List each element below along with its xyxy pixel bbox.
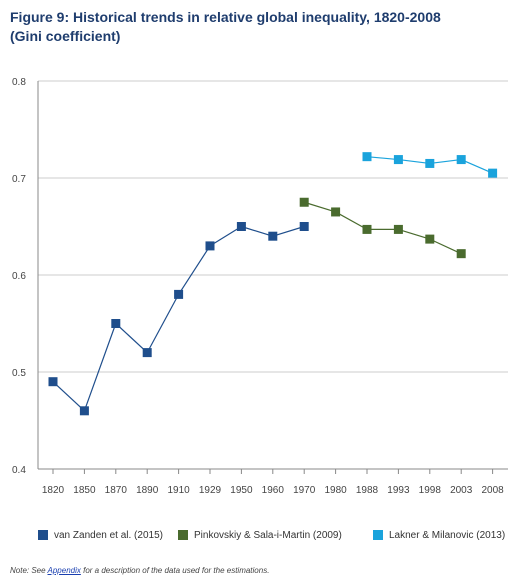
y-tick-label: 0.4 — [12, 465, 26, 476]
legend-item-pinkovskiy: Pinkovskiy & Sala-i-Martin (2009) — [178, 527, 342, 543]
data-point-marker — [174, 289, 184, 299]
y-tick-label: 0.8 — [12, 77, 26, 88]
y-tick-label: 0.7 — [12, 174, 26, 185]
legend-swatch-van-zanden — [38, 530, 48, 540]
x-tick-label: 1929 — [199, 485, 222, 496]
series-line-segment — [209, 225, 242, 247]
data-point-marker — [299, 222, 309, 231]
series-line-segment — [366, 156, 399, 161]
legend-label-van-zanden: van Zanden et al. (2015) — [54, 529, 163, 541]
legend-swatch-lakner — [373, 530, 383, 540]
legend-swatch-pinkovskiy — [178, 530, 188, 540]
x-tick-label: 1850 — [73, 485, 96, 496]
legend-label-lakner: Lakner & Milanovic (2013) — [389, 529, 506, 541]
legend-label-pinkovskiy: Pinkovskiy & Sala-i-Martin (2009) — [194, 529, 342, 541]
data-point-marker — [236, 222, 246, 231]
y-tick-label: 0.6 — [12, 271, 26, 282]
series-line-segment — [52, 381, 85, 412]
data-point-marker — [393, 224, 403, 234]
appendix-link[interactable]: Appendix — [47, 566, 81, 575]
x-tick-label: 1820 — [42, 485, 65, 496]
series-line-segment — [398, 158, 430, 165]
data-point-marker — [393, 155, 403, 165]
data-point-marker — [79, 406, 89, 416]
series-line-segment — [146, 294, 180, 353]
footnote-prefix: Note: See — [10, 566, 48, 575]
legend-item-lakner: Lakner & Milanovic (2013) — [373, 527, 505, 543]
footnote: Note: See Appendix for a description of … — [10, 566, 269, 575]
series-line-segment — [241, 225, 273, 237]
series-line-segment — [178, 245, 211, 295]
footnote-suffix: for a description of the data used for t… — [80, 566, 270, 575]
line-chart: 0.4 0.5 0.6 0.7 0.8 1820 1850 1870 1890 1910 1929 1… — [12, 77, 508, 496]
x-tick-label: 1980 — [324, 485, 347, 496]
series-line-segment — [335, 211, 368, 230]
x-tick-label: 1870 — [105, 485, 128, 496]
chart-subtitle: (Gini coefficient) — [10, 28, 121, 44]
x-tick-label: 1988 — [356, 485, 379, 496]
data-point-marker — [268, 231, 278, 241]
x-tick-label: 1998 — [419, 485, 442, 496]
series-line-segment — [304, 201, 336, 213]
x-tick-label: 2003 — [450, 485, 473, 496]
data-point-marker — [48, 377, 58, 387]
data-point-marker — [142, 348, 152, 358]
data-point-marker — [299, 197, 309, 207]
series-line-segment — [429, 238, 462, 255]
x-tick-label: 1970 — [293, 485, 316, 496]
y-tick-label: 0.5 — [12, 368, 26, 379]
x-tick-label: 1950 — [230, 485, 253, 496]
data-point-marker — [362, 152, 372, 162]
series-line-segment — [115, 323, 148, 354]
series-line-segment — [83, 323, 117, 412]
series-line-segment — [398, 228, 430, 240]
data-point-marker — [425, 158, 435, 168]
x-tick-label: 2008 — [481, 485, 504, 496]
series-line-segment — [460, 159, 493, 174]
x-tick-label: 1993 — [387, 485, 410, 496]
data-point-marker — [456, 155, 466, 165]
chart-title-line1: Figure 9: Historical trends in relative … — [10, 9, 441, 25]
data-point-marker — [488, 168, 498, 178]
chart-title: Figure 9: Historical trends in relative … — [10, 8, 515, 46]
data-point-marker — [331, 207, 341, 217]
x-tick-label: 1890 — [136, 485, 159, 496]
series-line-segment — [272, 225, 305, 237]
x-tick-label: 1960 — [262, 485, 285, 496]
legend-item-van-zanden: van Zanden et al. (2015) — [38, 527, 163, 543]
data-point-marker — [362, 224, 372, 234]
data-point-marker — [205, 241, 215, 251]
data-point-marker — [111, 319, 121, 328]
series-line-segment — [429, 158, 462, 165]
data-point-marker — [456, 249, 466, 259]
x-tick-label: 1910 — [167, 485, 190, 496]
data-point-marker — [425, 234, 435, 244]
